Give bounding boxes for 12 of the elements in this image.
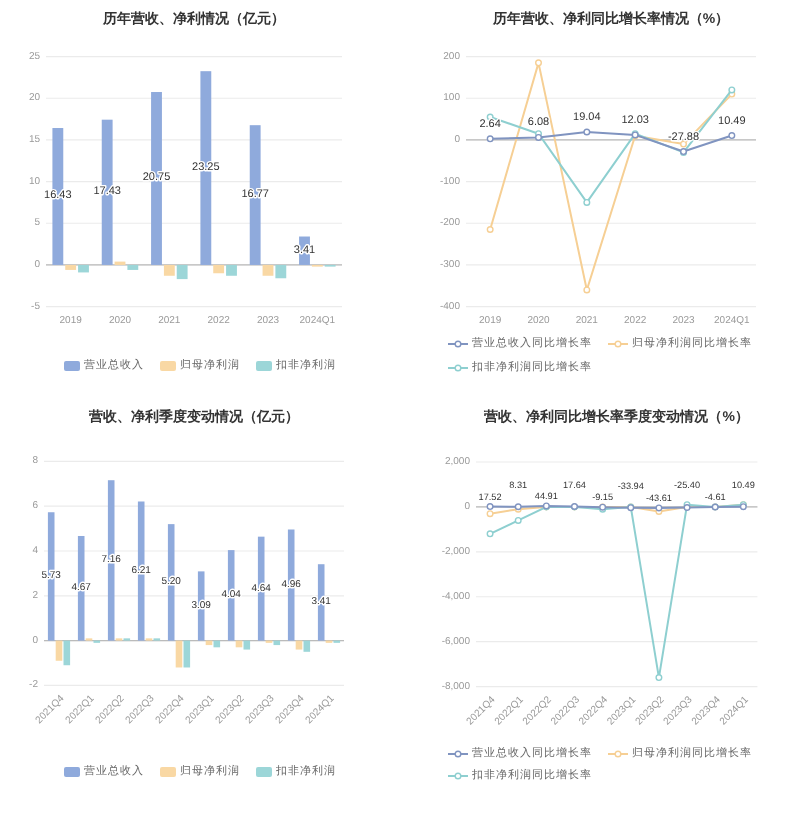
bar: [295, 640, 303, 650]
bar: [176, 264, 188, 280]
bar: [213, 264, 225, 274]
bar: [65, 264, 77, 270]
bar: [275, 264, 287, 279]
bar: [262, 264, 274, 276]
bar: [78, 264, 89, 273]
bar: [243, 640, 251, 650]
bar: [55, 640, 63, 661]
bar: [127, 264, 139, 270]
bar: [226, 264, 237, 276]
bar: [163, 264, 175, 276]
